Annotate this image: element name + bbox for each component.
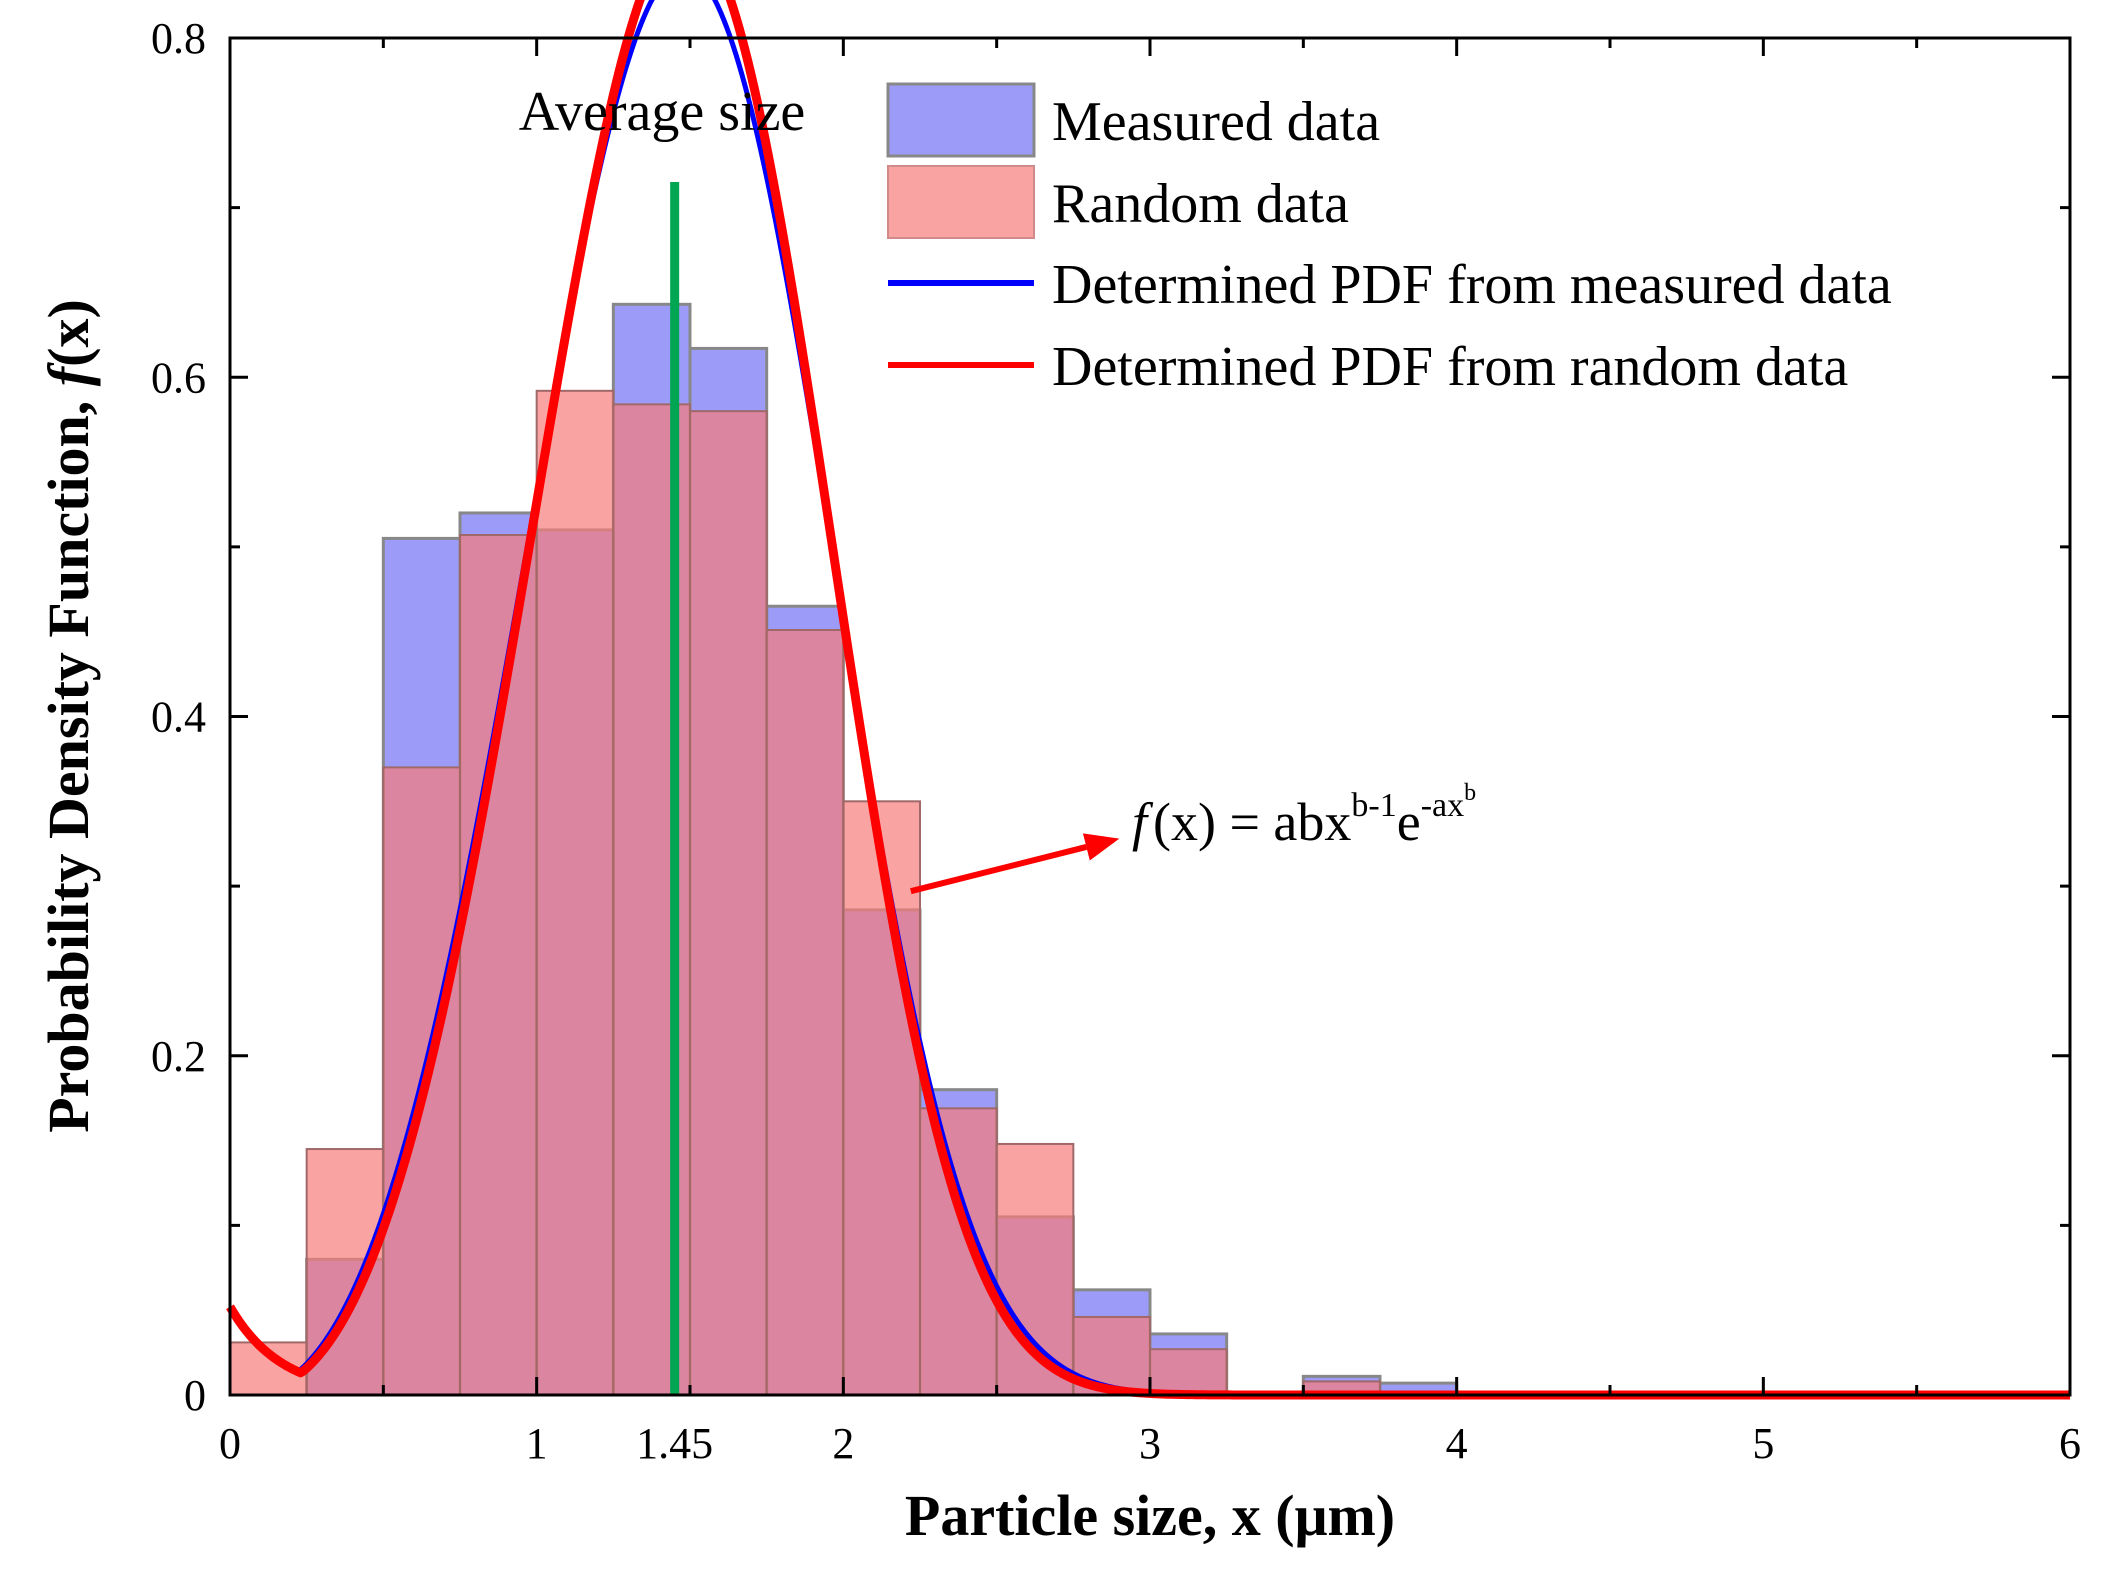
x-tick-label: 5 bbox=[1752, 1419, 1774, 1468]
x-tick-label: 6 bbox=[2059, 1419, 2081, 1468]
legend-label-pdf-random: Determined PDF from random data bbox=[1052, 336, 1848, 398]
x-tick-label: 4 bbox=[1446, 1419, 1468, 1468]
formula-annotation: f (x) = abxb-1e-axb bbox=[910, 780, 1476, 895]
legend-label-random: Random data bbox=[1052, 173, 1349, 235]
y-tick-label: 0 bbox=[184, 1371, 206, 1420]
random-bar bbox=[1149, 1348, 1228, 1397]
x-tick-label: 1 bbox=[526, 1419, 548, 1468]
formula-sup-b: b bbox=[1464, 780, 1476, 806]
x-tick-label: 2 bbox=[832, 1419, 854, 1468]
y-axis-title-suffix: (x) bbox=[36, 299, 101, 367]
formula-e: e bbox=[1397, 792, 1421, 852]
legend-swatch-random bbox=[887, 165, 1035, 239]
legend-swatch-measured bbox=[886, 82, 1036, 158]
legend-label-pdf-measured: Determined PDF from measured data bbox=[1052, 254, 1892, 316]
random-bar bbox=[459, 534, 538, 1396]
x-tick-label: 1.45 bbox=[636, 1419, 713, 1468]
formula-sup-ax: -ax bbox=[1421, 787, 1464, 824]
random-bar bbox=[535, 389, 615, 1396]
annotation-arrow-head bbox=[1082, 833, 1120, 861]
y-tick-label: 0.4 bbox=[151, 693, 206, 742]
random-bar bbox=[919, 1107, 998, 1396]
random-bar bbox=[765, 628, 845, 1396]
annotation-arrow-line bbox=[910, 844, 1088, 895]
formula-sup-b-1: b-1 bbox=[1351, 787, 1396, 824]
x-tick-label: 3 bbox=[1139, 1419, 1161, 1468]
axis-ticks bbox=[228, 36, 2072, 1397]
random-bar bbox=[995, 1142, 1075, 1396]
legend: Measured data Random data Determined PDF… bbox=[886, 82, 1892, 398]
y-tick-labels: 0 0.2 0.4 0.6 0.8 bbox=[151, 14, 206, 1420]
x-tick-label: 0 bbox=[219, 1419, 241, 1468]
y-axis-title-prefix: Probability Density Function, bbox=[36, 386, 101, 1133]
legend-label-measured: Measured data bbox=[1052, 91, 1380, 153]
y-tick-label: 0.8 bbox=[151, 14, 206, 63]
y-tick-label: 0.2 bbox=[151, 1032, 206, 1081]
formula-text: f (x) = abxb-1e-axb bbox=[1132, 780, 1476, 852]
formula-f: f bbox=[1132, 792, 1154, 852]
random-bar bbox=[689, 410, 768, 1396]
x-axis-title: Particle size, x (μm) bbox=[905, 1483, 1395, 1548]
formula-base: (x) = abx bbox=[1153, 792, 1351, 852]
random-bar bbox=[842, 800, 921, 1396]
y-tick-label: 0.6 bbox=[151, 353, 206, 402]
random-histogram bbox=[229, 389, 1382, 1397]
x-tick-labels: 0 1 1.45 2 3 4 5 6 bbox=[219, 1419, 2081, 1468]
y-axis-title: Probability Density Function, f(x) bbox=[36, 299, 101, 1133]
average-size-label: Average size bbox=[519, 81, 806, 143]
